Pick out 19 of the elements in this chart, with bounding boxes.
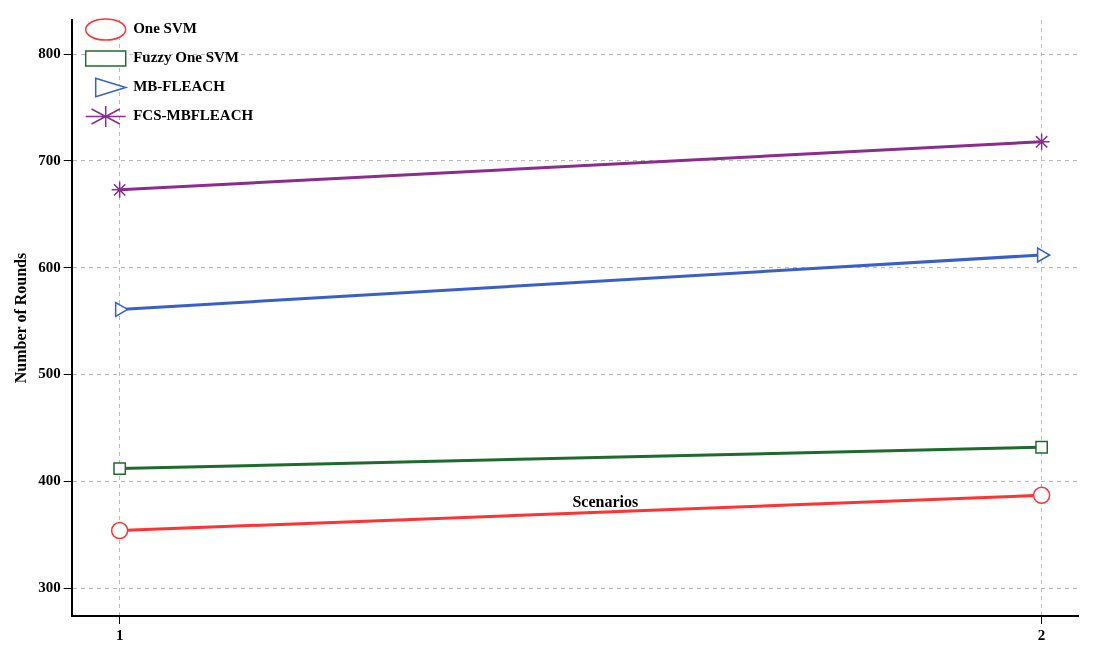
legend-label: Fuzzy One SVM [133, 49, 240, 66]
y-tick-label: 800 [38, 45, 61, 62]
legend-label: One SVM [133, 20, 197, 37]
annotation: Scenarios [572, 492, 639, 510]
x-tick-label: 2 [1037, 626, 1046, 643]
y-tick-label: 600 [38, 258, 61, 275]
point [113, 462, 127, 476]
y-tick-label: 300 [38, 579, 61, 596]
y-tick-label: 500 [38, 365, 61, 382]
legend-label: FCS-MBFLEACH [133, 107, 254, 124]
point [110, 181, 129, 199]
point [1035, 440, 1049, 454]
y-tick-label: 400 [38, 472, 61, 489]
point [110, 521, 129, 540]
y-tick-label: 700 [38, 151, 61, 168]
point [1032, 486, 1051, 505]
x-tick-label: 1 [115, 626, 124, 643]
y-axis-title: Number of Rounds [11, 252, 29, 384]
legend-label: MB-FLEACH [133, 78, 226, 95]
